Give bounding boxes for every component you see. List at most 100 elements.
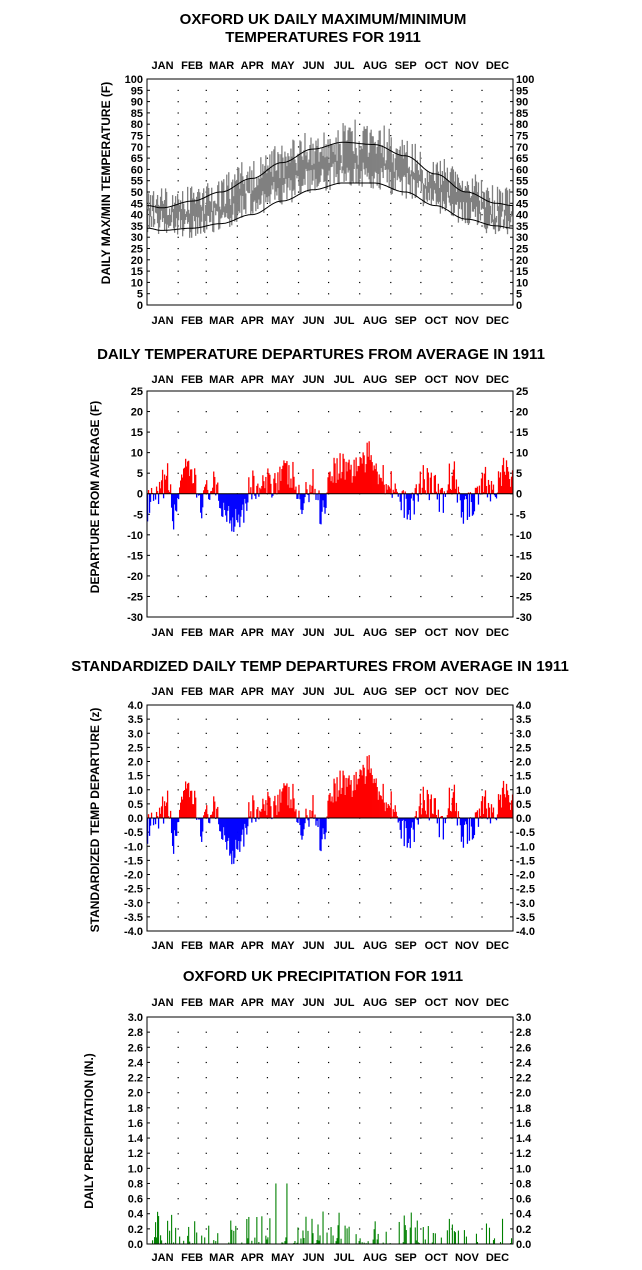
y-tick-label-left: 1.6 — [128, 1118, 143, 1130]
daily-range-bar — [233, 196, 235, 204]
departure-bar-above — [370, 768, 372, 818]
departure-bar-above — [156, 816, 159, 818]
grid-dot — [481, 1152, 483, 1154]
departure-bar-above — [329, 793, 331, 818]
daily-range-bar — [312, 143, 314, 181]
daily-range-bar — [311, 165, 313, 185]
departure-bar-above — [441, 816, 444, 818]
daily-range-bar — [348, 127, 350, 171]
departure-bar-above — [419, 793, 421, 818]
departure-bar-below — [201, 818, 203, 842]
departure-bar-above — [375, 778, 377, 818]
daily-range-bar — [487, 191, 490, 226]
departure-bar-above — [188, 460, 190, 494]
daily-range-bar — [504, 188, 507, 216]
daily-range-bar — [186, 211, 188, 217]
daily-range-bar — [500, 204, 503, 217]
departure-bar-above — [385, 484, 387, 494]
departure-bar-above — [429, 799, 431, 818]
daily-range-bar — [289, 162, 291, 191]
daily-range-bar — [378, 130, 380, 188]
grid-dot — [266, 831, 269, 833]
departure-bar-below — [241, 818, 243, 835]
departure-bar-above — [427, 794, 429, 818]
daily-range-bar — [347, 130, 349, 173]
departure-bar-above — [337, 479, 339, 494]
departure-bar-below — [223, 818, 225, 828]
departure-bar-below — [255, 818, 257, 822]
departure-bar-below — [301, 493, 303, 515]
departure-bar-above — [150, 487, 153, 494]
departure-bar-below — [220, 818, 222, 832]
daily-range-bar — [212, 210, 214, 232]
grid-dot — [390, 732, 392, 734]
departure-bar-above — [499, 794, 502, 818]
grid-dot — [266, 157, 269, 159]
departure-bar-above — [207, 814, 209, 818]
grid-dot — [327, 123, 330, 125]
departure-bar-above — [267, 791, 269, 818]
grid-dot — [297, 513, 300, 515]
daily-range-bar — [455, 191, 458, 205]
departure-bar-below — [477, 818, 480, 827]
grid-dot — [420, 859, 422, 862]
grid-dot — [205, 281, 207, 284]
y-tick-label-right: 0.6 — [516, 1194, 531, 1206]
grid-dot — [420, 1031, 422, 1033]
departure-bar-below — [247, 818, 249, 827]
departure-bar-above — [183, 468, 185, 494]
daily-range-bar — [350, 131, 352, 186]
grid-dot — [420, 431, 422, 433]
departure-bar-above — [363, 767, 365, 818]
departure-bar-above — [501, 787, 504, 818]
departure-bar-above — [414, 816, 416, 818]
grid-dot — [266, 1107, 269, 1109]
grid-dot — [451, 902, 453, 904]
grid-dot — [390, 1077, 392, 1079]
grid-dot — [327, 513, 330, 515]
daily-range-bar — [410, 170, 412, 177]
grid-dot — [236, 157, 238, 159]
departure-bar-above — [192, 804, 194, 818]
departure-bar-above — [327, 800, 329, 818]
grid-dot — [481, 1167, 483, 1170]
departure-bar-above — [357, 778, 359, 818]
grid-dot — [451, 452, 453, 454]
y-tick-label-right: 0.2 — [516, 1224, 531, 1236]
grid-dot — [451, 135, 453, 137]
grid-dot — [266, 89, 269, 91]
grid-dot — [420, 146, 422, 148]
departure-bar-below — [234, 818, 236, 858]
departure-bar-above — [361, 463, 363, 494]
daily-range-bar — [249, 166, 251, 194]
y-tick-label-left: 65 — [131, 153, 143, 165]
grid-dot — [327, 845, 330, 847]
precip-bar — [488, 1227, 491, 1244]
month-label-top: FEB — [181, 997, 203, 1009]
precip-bar — [332, 1235, 334, 1244]
daily-range-bar — [150, 216, 153, 227]
normal-min-line — [147, 182, 513, 231]
y-tick-label-left: 3.0 — [128, 1012, 143, 1024]
grid-dot — [451, 157, 453, 159]
departure-bar-above — [355, 771, 357, 818]
departure-bar-above — [429, 477, 431, 494]
y-tick-label-left: 2.2 — [128, 1073, 143, 1085]
daily-range-bar — [167, 214, 170, 228]
departure-bar-above — [376, 787, 378, 818]
departure-bar-above — [281, 791, 283, 818]
daily-range-bar — [421, 170, 423, 184]
precip-bar — [440, 1237, 442, 1244]
grid-dot — [177, 236, 179, 238]
grid-dot — [481, 146, 483, 148]
grid-dot — [420, 452, 422, 454]
departure-bar-above — [367, 456, 369, 494]
grid-dot — [420, 101, 422, 103]
grid-dot — [327, 1152, 330, 1154]
grid-dot — [327, 775, 330, 777]
departure-bar-above — [504, 797, 507, 818]
grid-dot — [177, 293, 179, 295]
departure-bar-above — [387, 485, 389, 494]
precip-bar — [256, 1217, 258, 1244]
daily-range-bar — [510, 211, 513, 217]
